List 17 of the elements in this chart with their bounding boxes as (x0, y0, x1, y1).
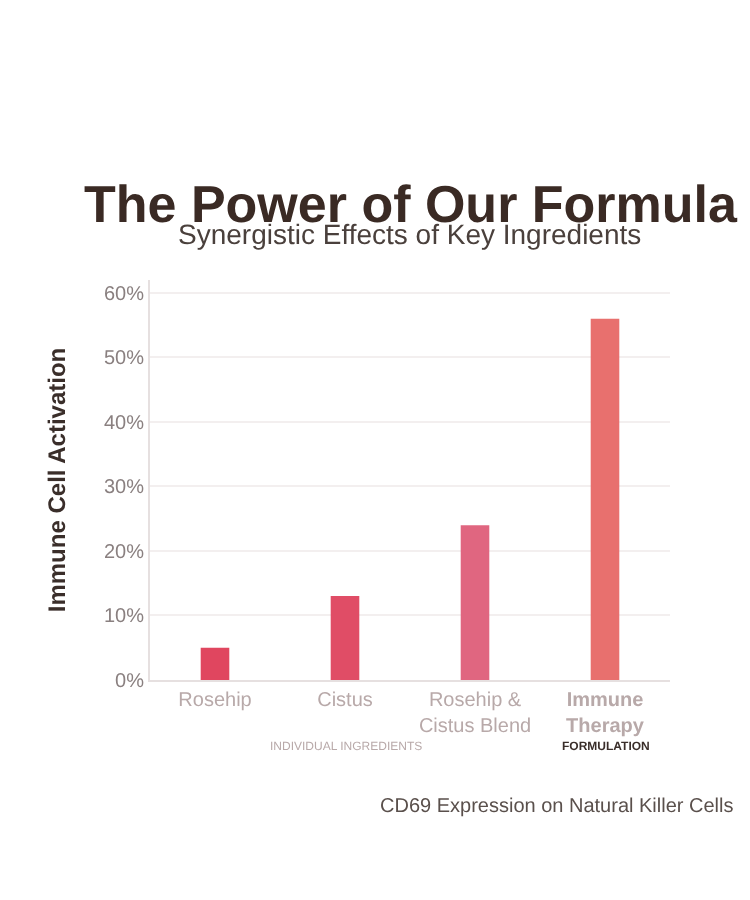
bar (590, 318, 620, 680)
bar (460, 525, 490, 680)
y-tick-label: 60% (103, 283, 145, 306)
x-tick-label: Rosehip (178, 690, 253, 712)
x-tick-label: Rosehip & Cistus Blend (418, 690, 532, 738)
y-tick-label: 40% (103, 412, 145, 435)
y-tick-label: 50% (103, 348, 145, 371)
bar (330, 596, 360, 680)
y-tick-label: 0% (115, 671, 145, 693)
x-tick-label: Cistus (317, 690, 373, 712)
y-tick-label: 10% (103, 606, 145, 629)
y-tick-label: 30% (103, 477, 145, 500)
x-tick-label: Immune Therapy (566, 690, 645, 738)
text: CD69 Expression on Natural Killer Cells (380, 796, 734, 818)
bar (200, 647, 230, 680)
y-axis-title: Immune Cell Activation (42, 347, 71, 613)
y-tick-label: 20% (103, 541, 145, 564)
